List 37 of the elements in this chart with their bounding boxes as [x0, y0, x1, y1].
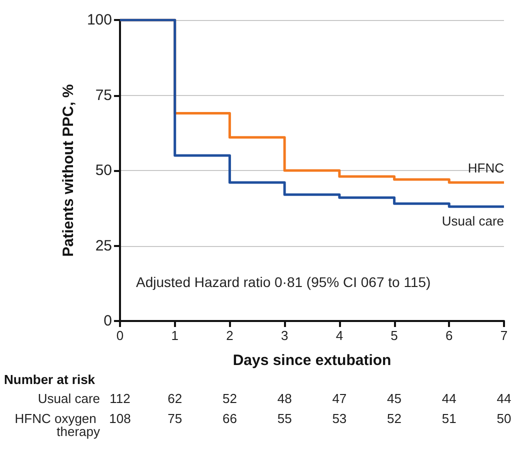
y-tick-label: 0	[104, 312, 112, 330]
x-tick-label: 5	[390, 328, 398, 343]
text: Number at risk	[4, 372, 96, 387]
text: 75	[168, 411, 182, 426]
x-tick-label: 6	[446, 328, 453, 343]
y-tick-label: 100	[86, 12, 112, 28]
text: 112	[110, 391, 130, 406]
text: 50	[496, 411, 512, 426]
text: 52	[387, 411, 402, 426]
text: 48	[277, 391, 292, 406]
x-tick-label: 7	[500, 328, 508, 343]
text: 53	[332, 411, 347, 426]
x-tick-label: 3	[280, 328, 288, 343]
text: Usual care	[38, 391, 100, 406]
text: 66	[222, 411, 237, 426]
y-tick-label: 50	[95, 162, 112, 179]
series-label: HFNC	[468, 160, 504, 176]
x-axis-title: Days since extubation	[232, 352, 392, 369]
text: 44	[496, 391, 512, 406]
text: 45	[387, 391, 402, 406]
y-axis-title: Patients without PPC, %	[60, 84, 78, 257]
x-tick-label: 1	[171, 328, 178, 343]
y-tick-label: 25	[95, 237, 112, 254]
y-tick-label: 75	[95, 86, 112, 104]
series-label: Usual care	[442, 214, 504, 229]
annotation: Adjusted Hazard ratio 0·81 (95% CI 067 to 115)	[136, 274, 431, 290]
x-tick-label: 0	[116, 328, 124, 343]
text: 52	[222, 391, 237, 406]
x-tick-label: 4	[336, 328, 344, 343]
text: HFNC oxygen therapy	[14, 411, 100, 439]
text: 51	[442, 411, 456, 426]
text: 108	[109, 411, 131, 426]
x-tick-label: 2	[226, 328, 234, 343]
text: 44	[442, 391, 456, 406]
text: 62	[168, 391, 182, 406]
text: 55	[277, 411, 292, 426]
text: 47	[332, 391, 347, 406]
